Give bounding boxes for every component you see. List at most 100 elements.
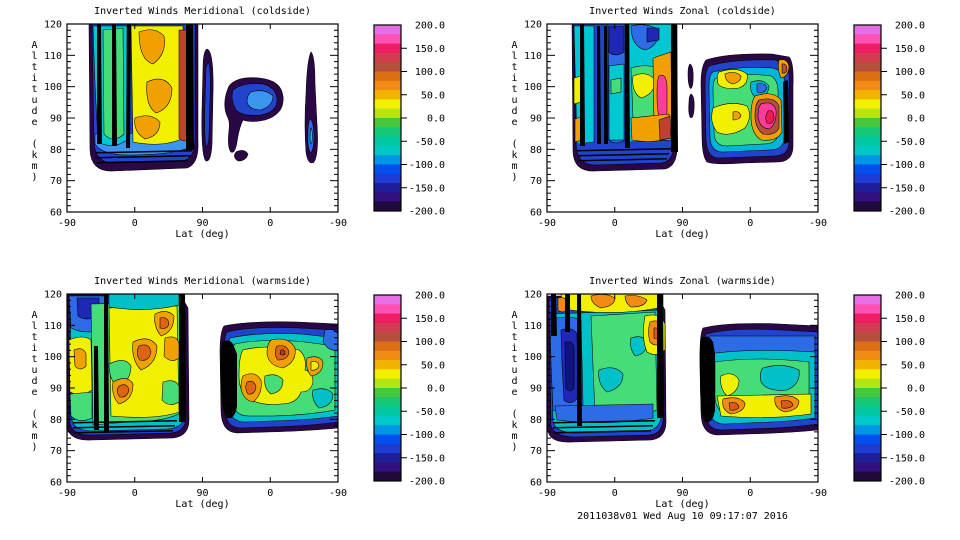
svg-text:0: 0 xyxy=(132,218,138,229)
svg-text:60: 60 xyxy=(50,208,62,219)
svg-text:80: 80 xyxy=(50,145,62,156)
y-axis-label: Altitude (km) xyxy=(509,40,520,183)
svg-text:100.0: 100.0 xyxy=(415,67,445,78)
svg-text:90: 90 xyxy=(50,384,62,395)
y-axis-label: Altitude (km) xyxy=(29,40,40,183)
svg-text:70: 70 xyxy=(50,176,62,187)
svg-text:50.0: 50.0 xyxy=(421,360,445,371)
svg-text:90: 90 xyxy=(196,488,208,499)
svg-text:70: 70 xyxy=(530,446,542,457)
svg-text:110: 110 xyxy=(44,51,62,62)
svg-text:100.0: 100.0 xyxy=(895,67,925,78)
svg-text:-150.0: -150.0 xyxy=(409,183,445,194)
svg-text:200.0: 200.0 xyxy=(895,21,925,32)
svg-text:-200.0: -200.0 xyxy=(889,207,925,218)
svg-text:90: 90 xyxy=(676,218,688,229)
svg-text:-50.0: -50.0 xyxy=(895,407,925,418)
svg-text:100.0: 100.0 xyxy=(415,337,445,348)
panel-meridional-coldside: -90 0 90 0 -90 60 70 80 90 100 110 120 200.0 150.0 100… xyxy=(0,0,480,270)
svg-text:200.0: 200.0 xyxy=(415,291,445,302)
svg-text:0: 0 xyxy=(267,218,273,229)
svg-text:0: 0 xyxy=(612,488,618,499)
svg-text:60: 60 xyxy=(530,478,542,489)
svg-text:120: 120 xyxy=(524,290,542,301)
svg-text:-100.0: -100.0 xyxy=(889,160,925,171)
svg-text:50.0: 50.0 xyxy=(421,90,445,101)
svg-text:50.0: 50.0 xyxy=(901,90,925,101)
svg-text:-50.0: -50.0 xyxy=(895,137,925,148)
plot-title: Inverted Winds Meridional (warmside) xyxy=(94,276,311,287)
svg-text:-150.0: -150.0 xyxy=(409,453,445,464)
svg-text:100.0: 100.0 xyxy=(895,337,925,348)
svg-text:0.0: 0.0 xyxy=(427,384,445,395)
svg-text:-100.0: -100.0 xyxy=(409,430,445,441)
svg-text:0.0: 0.0 xyxy=(907,384,925,395)
x-axis-label: Lat (deg) xyxy=(175,499,230,510)
svg-text:-200.0: -200.0 xyxy=(409,207,445,218)
x-axis-label: Lat (deg) xyxy=(655,499,710,510)
svg-text:-90: -90 xyxy=(58,218,76,229)
svg-text:80: 80 xyxy=(50,415,62,426)
svg-text:150.0: 150.0 xyxy=(895,44,925,55)
svg-text:110: 110 xyxy=(524,321,542,332)
svg-text:-90: -90 xyxy=(538,218,556,229)
svg-text:-200.0: -200.0 xyxy=(409,477,445,488)
x-axis-label: Lat (deg) xyxy=(655,229,710,240)
svg-text:-90: -90 xyxy=(538,488,556,499)
svg-text:150.0: 150.0 xyxy=(895,314,925,325)
svg-text:80: 80 xyxy=(530,145,542,156)
svg-text:100: 100 xyxy=(524,352,542,363)
svg-text:-90: -90 xyxy=(329,218,347,229)
svg-text:0: 0 xyxy=(747,488,753,499)
plot-title: Inverted Winds Zonal (warmside) xyxy=(589,276,776,287)
svg-text:-150.0: -150.0 xyxy=(889,183,925,194)
svg-text:80: 80 xyxy=(530,415,542,426)
svg-text:110: 110 xyxy=(44,321,62,332)
y-axis-label: Altitude (km) xyxy=(29,310,40,453)
panel-meridional-warmside: -90 0 90 0 -90 60 70 80 90 100 110 120 200.0 150.0 100… xyxy=(0,270,480,540)
svg-text:50.0: 50.0 xyxy=(901,360,925,371)
plot-title: Inverted Winds Zonal (coldside) xyxy=(589,6,776,17)
svg-text:120: 120 xyxy=(44,20,62,31)
svg-text:90: 90 xyxy=(676,488,688,499)
version-timestamp-caption: 2011038v01 Wed Aug 10 09:17:07 2016 xyxy=(577,511,788,522)
svg-text:0: 0 xyxy=(132,488,138,499)
svg-text:120: 120 xyxy=(44,290,62,301)
svg-text:-90: -90 xyxy=(329,488,347,499)
panel-zonal-warmside: -90 0 90 0 -90 60 70 80 90 100 110 120 200.0 150.0 100… xyxy=(480,270,960,540)
svg-text:90: 90 xyxy=(530,114,542,125)
plot-title: Inverted Winds Meridional (coldside) xyxy=(94,6,311,17)
svg-text:-150.0: -150.0 xyxy=(889,453,925,464)
svg-text:60: 60 xyxy=(50,478,62,489)
svg-text:150.0: 150.0 xyxy=(415,44,445,55)
svg-text:-200.0: -200.0 xyxy=(889,477,925,488)
svg-text:-100.0: -100.0 xyxy=(889,430,925,441)
y-axis-label: Altitude (km) xyxy=(509,310,520,453)
svg-text:70: 70 xyxy=(530,176,542,187)
svg-text:100: 100 xyxy=(524,82,542,93)
svg-text:0: 0 xyxy=(747,218,753,229)
svg-text:110: 110 xyxy=(524,51,542,62)
svg-text:-90: -90 xyxy=(58,488,76,499)
svg-text:-90: -90 xyxy=(809,218,827,229)
svg-text:-100.0: -100.0 xyxy=(409,160,445,171)
svg-text:0: 0 xyxy=(267,488,273,499)
svg-text:-90: -90 xyxy=(809,488,827,499)
svg-text:150.0: 150.0 xyxy=(415,314,445,325)
panel-zonal-coldside: -90 0 90 0 -90 60 70 80 90 100 110 120 200.0 150.0 100… xyxy=(480,0,960,270)
svg-text:0.0: 0.0 xyxy=(427,114,445,125)
svg-text:120: 120 xyxy=(524,20,542,31)
svg-text:200.0: 200.0 xyxy=(895,291,925,302)
svg-text:0: 0 xyxy=(612,218,618,229)
svg-text:70: 70 xyxy=(50,446,62,457)
svg-text:90: 90 xyxy=(196,218,208,229)
x-axis-label: Lat (deg) xyxy=(175,229,230,240)
svg-text:-50.0: -50.0 xyxy=(415,407,445,418)
svg-text:90: 90 xyxy=(530,384,542,395)
svg-text:90: 90 xyxy=(50,114,62,125)
svg-text:-50.0: -50.0 xyxy=(415,137,445,148)
